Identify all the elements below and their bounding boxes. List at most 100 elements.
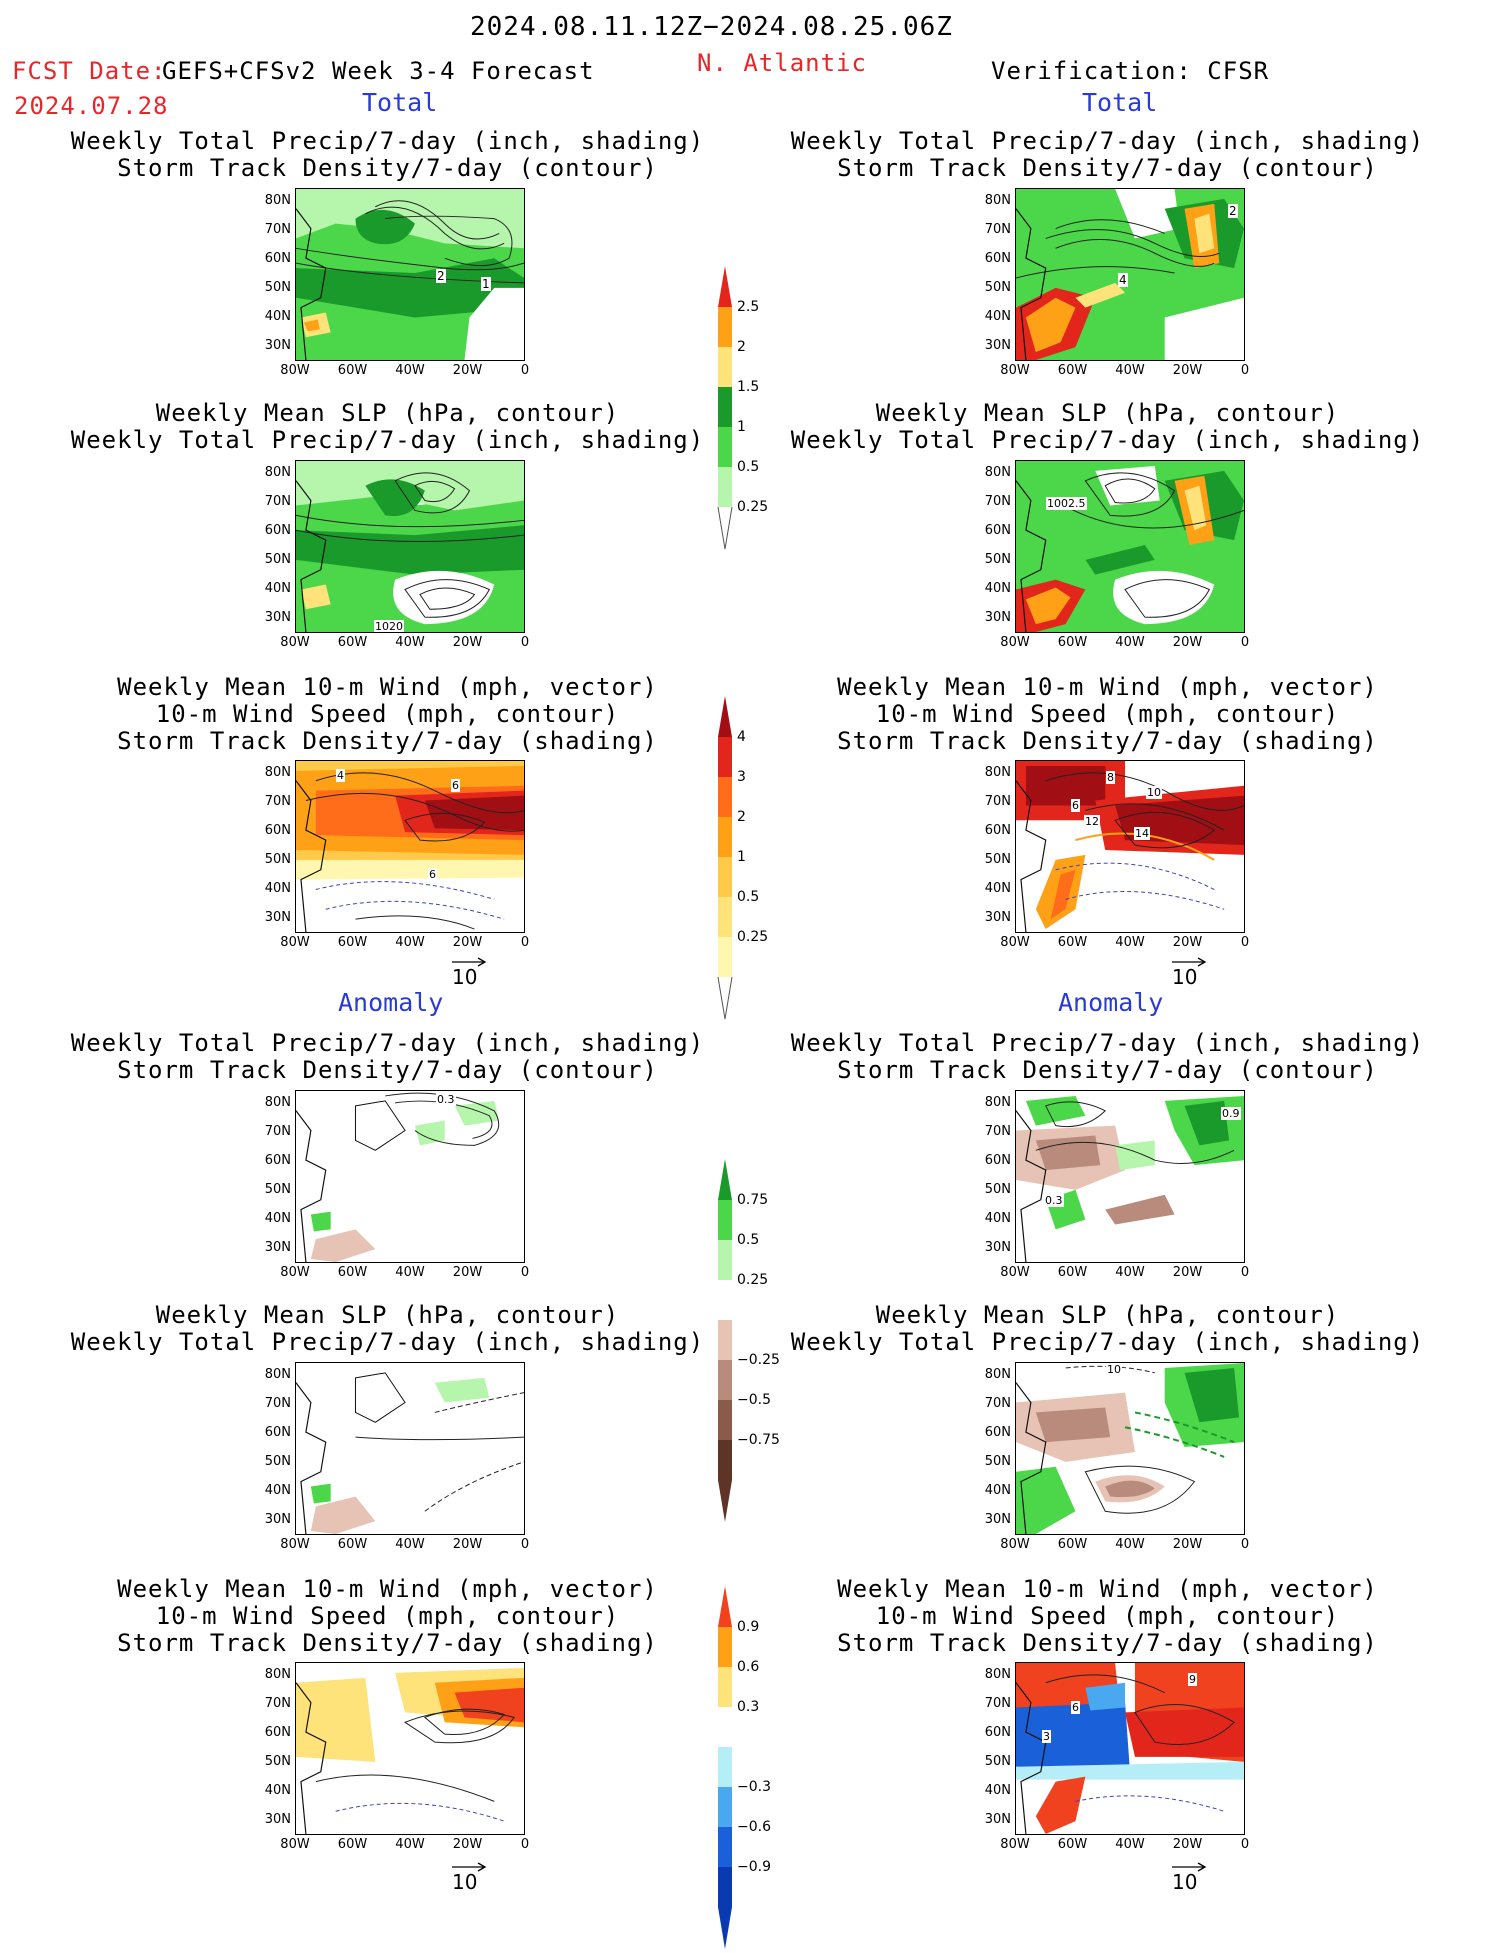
lat-tick-label: 70N — [984, 794, 1011, 809]
map-graphic — [1016, 189, 1244, 360]
title-line: Weekly Total Precip/7-day (inch, shading… — [70, 127, 705, 155]
verif-wind-total-map: 8 10 6 12 14 — [1015, 760, 1245, 933]
verif-total-label: Total — [1082, 88, 1158, 117]
lat-tick-label: 50N — [264, 1754, 291, 1769]
map-graphic — [1016, 1663, 1244, 1834]
title-line: Weekly Total Precip/7-day (inch, shading… — [790, 127, 1425, 155]
verif-wind-anom-title: Weekly Mean 10-m Wind (mph, vector) 10-m… — [720, 1576, 1487, 1657]
verif-slp-anom-map: 10 — [1015, 1362, 1245, 1535]
contour-label: 10 — [1106, 1363, 1122, 1376]
colorbar-label: −0.25 — [737, 1352, 780, 1368]
lat-tick-label: 80N — [984, 465, 1011, 480]
colorbar-segment — [718, 1320, 732, 1360]
lat-tick-label: 60N — [984, 823, 1011, 838]
colorbar-label: −0.75 — [737, 1432, 780, 1448]
colorbar-label: 0.25 — [737, 1272, 769, 1288]
colorbar-top-tip — [718, 1159, 732, 1200]
colorbar-segment — [718, 427, 732, 467]
lat-tick-label: 30N — [984, 1512, 1011, 1527]
arrow-right-icon — [1172, 1862, 1207, 1872]
lat-tick-label: 60N — [984, 523, 1011, 538]
title-line: 10-m Wind Speed (mph, contour) — [155, 1602, 620, 1630]
lat-tick-label: 60N — [264, 523, 291, 538]
title-line: Weekly Mean SLP (hPa, contour) — [155, 399, 620, 427]
lat-tick-label: 50N — [984, 852, 1011, 867]
colorbar-segment — [718, 1400, 732, 1440]
title-line: Weekly Mean SLP (hPa, contour) — [875, 399, 1340, 427]
lon-tick-label: 80W — [280, 935, 310, 950]
lat-tick-label: 70N — [264, 222, 291, 237]
fcst-precip-total-map: 2 1 — [295, 188, 525, 361]
colorbar-segment — [718, 1280, 732, 1320]
lat-tick-label: 40N — [984, 1783, 1011, 1798]
contour-label: 1020 — [374, 620, 404, 633]
contour-label: 12 — [1084, 815, 1100, 828]
verif-slp-total-map: 1002.5 — [1015, 460, 1245, 633]
fcst-anomaly-label: Anomaly — [338, 988, 444, 1017]
lon-tick-label: 60W — [1057, 1837, 1088, 1852]
lon-tick-label: 0 — [520, 363, 530, 378]
contour-label: 0.3 — [436, 1093, 456, 1106]
title-line: Storm Track Density/7-day (shading) — [117, 1629, 658, 1657]
colorbar-label: 2 — [737, 339, 746, 355]
lat-tick-label: 40N — [264, 309, 291, 324]
colorbar-segment — [718, 1240, 732, 1280]
lat-tick-label: 70N — [264, 794, 291, 809]
colorbar-label: 4 — [737, 729, 746, 745]
lat-tick-label: 80N — [264, 465, 291, 480]
lon-tick-label: 80W — [1000, 1265, 1030, 1280]
verif-precip-total-map: 2 4 — [1015, 188, 1245, 361]
colorbar-label: 0.5 — [737, 1232, 760, 1248]
fcst-date: 2024.07.28 — [14, 92, 169, 120]
colorbar-label: −0.6 — [737, 1819, 771, 1835]
lon-tick-label: 0 — [1240, 363, 1250, 378]
lat-tick-label: 80N — [984, 1095, 1011, 1110]
vector-ref-value: 10 — [452, 1870, 478, 1894]
colorbar-segment — [718, 1867, 732, 1907]
lon-tick-label: 20W — [452, 1265, 483, 1280]
lat-tick-label: 40N — [264, 1783, 291, 1798]
colorbar-label: 0.5 — [737, 459, 760, 475]
lat-tick-label: 40N — [264, 1211, 291, 1226]
map-graphic — [296, 761, 524, 932]
lon-tick-label: 80W — [280, 1537, 310, 1552]
contour-label: 4 — [336, 769, 345, 782]
lat-tick-label: 50N — [984, 1182, 1011, 1197]
title-line: Weekly Mean 10-m Wind (mph, vector) — [117, 673, 658, 701]
lon-tick-label: 20W — [1172, 935, 1203, 950]
lon-tick-label: 20W — [452, 363, 483, 378]
colorbar-label: 0.3 — [737, 1699, 760, 1715]
title-line: Weekly Total Precip/7-day (inch, shading… — [790, 1029, 1425, 1057]
lat-tick-label: 70N — [264, 1696, 291, 1711]
vector-ref-value: 10 — [452, 965, 478, 989]
lat-tick-label: 60N — [264, 251, 291, 266]
lat-tick-label: 40N — [264, 1483, 291, 1498]
title-line: Storm Track Density/7-day (contour) — [837, 154, 1378, 182]
lat-tick-label: 30N — [264, 1812, 291, 1827]
vector-ref-value: 10 — [1172, 965, 1198, 989]
lat-tick-label: 50N — [264, 552, 291, 567]
colorbar-segment — [718, 897, 732, 937]
colorbar-bottom-tip — [718, 1480, 732, 1522]
lat-tick-label: 60N — [984, 1425, 1011, 1440]
lon-tick-label: 60W — [337, 1837, 368, 1852]
verif-precip-total-title: Weekly Total Precip/7-day (inch, shading… — [720, 128, 1487, 182]
verif-wind-total-title: Weekly Mean 10-m Wind (mph, vector) 10-m… — [720, 674, 1487, 755]
map-graphic — [296, 461, 524, 632]
title-line: Storm Track Density/7-day (contour) — [117, 1056, 658, 1084]
lon-tick-label: 60W — [1057, 1537, 1088, 1552]
colorbar-bottom-tip — [718, 1907, 732, 1949]
colorbar-segment — [718, 347, 732, 387]
precip-anom-colorbar: 0.75 0.5 0.25 −0.25 −0.5 −0.75 — [717, 1158, 780, 1526]
fcst-total-label: Total — [362, 88, 438, 117]
lon-tick-label: 20W — [452, 1537, 483, 1552]
verif-slp-anom-title: Weekly Mean SLP (hPa, contour) Weekly To… — [720, 1302, 1487, 1356]
colorbar-segment — [718, 937, 732, 977]
lon-tick-label: 20W — [1172, 635, 1203, 650]
lon-tick-label: 0 — [1240, 635, 1250, 650]
contour-label: 6 — [1071, 799, 1080, 812]
contour-label: 6 — [1071, 1701, 1080, 1714]
lon-tick-label: 60W — [1057, 635, 1088, 650]
lon-tick-label: 40W — [1115, 1537, 1145, 1552]
lat-tick-label: 40N — [984, 1483, 1011, 1498]
